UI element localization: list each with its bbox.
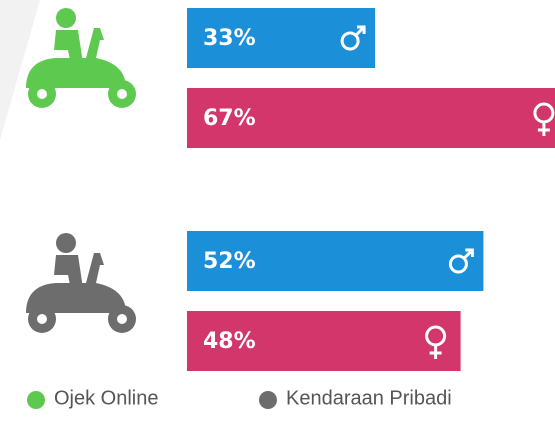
scooter-icon xyxy=(26,8,136,108)
legend-marker xyxy=(27,391,45,409)
legend-marker xyxy=(259,391,277,409)
hub xyxy=(117,89,127,99)
value-label: 48% xyxy=(203,329,256,354)
hub xyxy=(37,314,47,324)
value-label: 33% xyxy=(203,26,256,51)
rider-head xyxy=(56,233,76,253)
scooter-icon xyxy=(26,233,136,333)
chart: 33% 67% 52% 48% Ojek Online Kendaraan Pribadi xyxy=(0,0,555,440)
legend-label: Kendaraan Pribadi xyxy=(286,387,452,409)
rider-head xyxy=(56,8,76,28)
hub xyxy=(37,89,47,99)
hub xyxy=(117,314,127,324)
value-label: 67% xyxy=(203,106,256,131)
value-label: 52% xyxy=(203,249,256,274)
legend-label: Ojek Online xyxy=(54,387,159,409)
